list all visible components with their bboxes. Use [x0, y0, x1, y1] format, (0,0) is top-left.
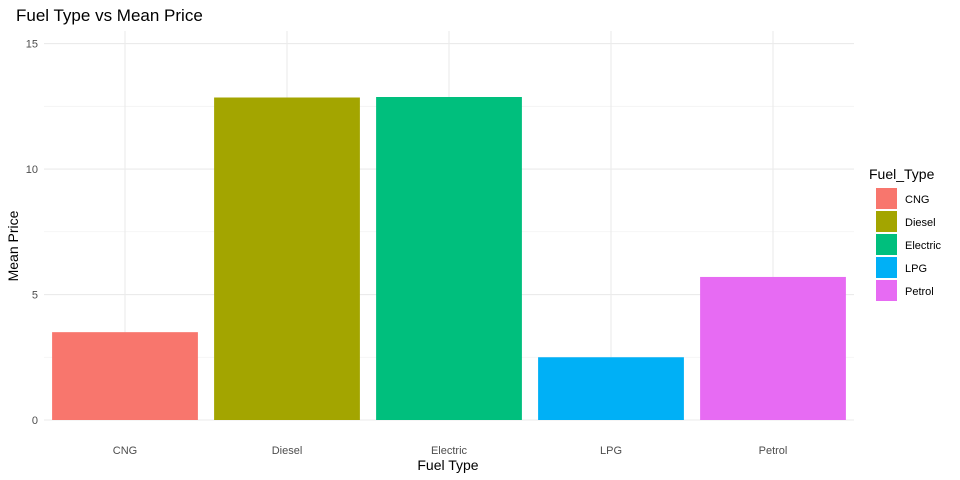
- bar-lpg: [538, 357, 684, 420]
- bar-electric: [376, 97, 522, 420]
- x-tick-label: Electric: [431, 445, 468, 457]
- bar-petrol: [700, 276, 846, 420]
- x-tick-label: Petrol: [759, 445, 788, 457]
- legend: Fuel_Type CNG Diesel Electric LPG Petrol: [869, 166, 942, 301]
- legend-label: Petrol: [905, 286, 934, 298]
- legend-swatch-lpg: [876, 257, 897, 278]
- legend-label: LPG: [905, 263, 927, 275]
- y-tick-label: 15: [26, 39, 38, 51]
- y-tick-label: 5: [32, 290, 38, 302]
- x-tick-label: CNG: [113, 445, 137, 457]
- x-axis-ticks: CNG Diesel Electric LPG Petrol: [113, 445, 788, 457]
- bar-diesel: [214, 97, 360, 420]
- legend-label: Electric: [905, 240, 942, 252]
- legend-swatch-diesel: [876, 211, 897, 232]
- legend-label: CNG: [905, 194, 929, 206]
- bar-cng: [52, 332, 198, 420]
- legend-swatch-electric: [876, 234, 897, 255]
- x-tick-label: LPG: [600, 445, 622, 457]
- legend-swatch-cng: [876, 188, 897, 209]
- y-axis-title: Mean Price: [5, 210, 21, 281]
- y-tick-label: 0: [32, 415, 38, 427]
- chart-title: Fuel Type vs Mean Price: [16, 6, 203, 25]
- legend-swatch-petrol: [876, 280, 897, 301]
- x-tick-label: Diesel: [272, 445, 303, 457]
- y-tick-label: 10: [26, 164, 38, 176]
- bars: [52, 97, 846, 420]
- legend-title: Fuel_Type: [869, 166, 935, 182]
- y-axis-ticks: 0 5 10 15: [26, 39, 38, 427]
- legend-label: Diesel: [905, 217, 936, 229]
- x-axis-title: Fuel Type: [417, 457, 478, 473]
